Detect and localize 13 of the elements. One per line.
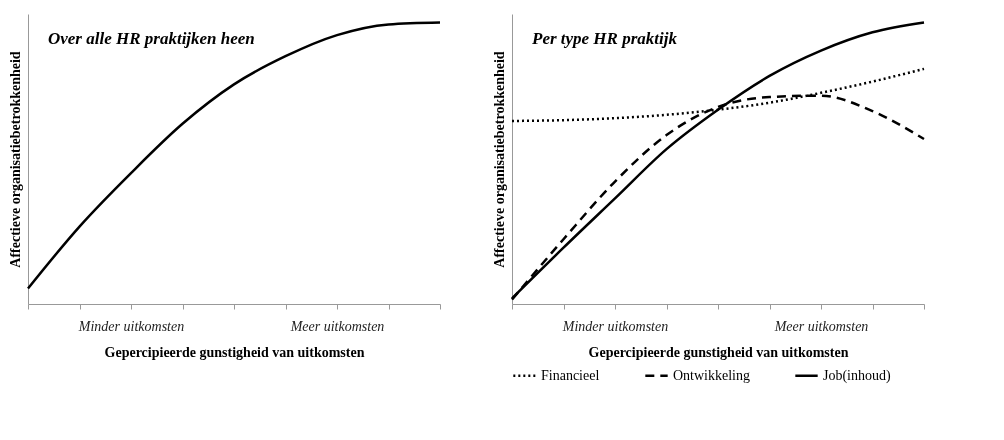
x-tick-label: Minder uitkomsten	[561, 318, 669, 334]
legend-label: Ontwikkeling	[673, 367, 750, 383]
x-axis-title: Gepercipieerde gunstigheid van uitkomsten	[588, 344, 849, 360]
x-tick-label: Meer uitkomsten	[289, 318, 385, 334]
y-axis-title: Affectieve organisatiebetrokkenheid	[491, 51, 507, 268]
chart-title: Over alle HR praktijken heen	[48, 29, 255, 48]
x-tick-label: Minder uitkomsten	[77, 318, 185, 334]
y-axis-title: Affectieve organisatiebetrokkenheid	[7, 51, 23, 268]
legend-label: Job(inhoud)	[823, 367, 891, 384]
x-axis-title: Gepercipieerde gunstigheid van uitkomsten	[104, 344, 365, 360]
legend-label: Financieel	[541, 367, 600, 383]
x-tick-label: Meer uitkomsten	[773, 318, 869, 334]
chart-title: Per type HR praktijk	[531, 29, 678, 48]
